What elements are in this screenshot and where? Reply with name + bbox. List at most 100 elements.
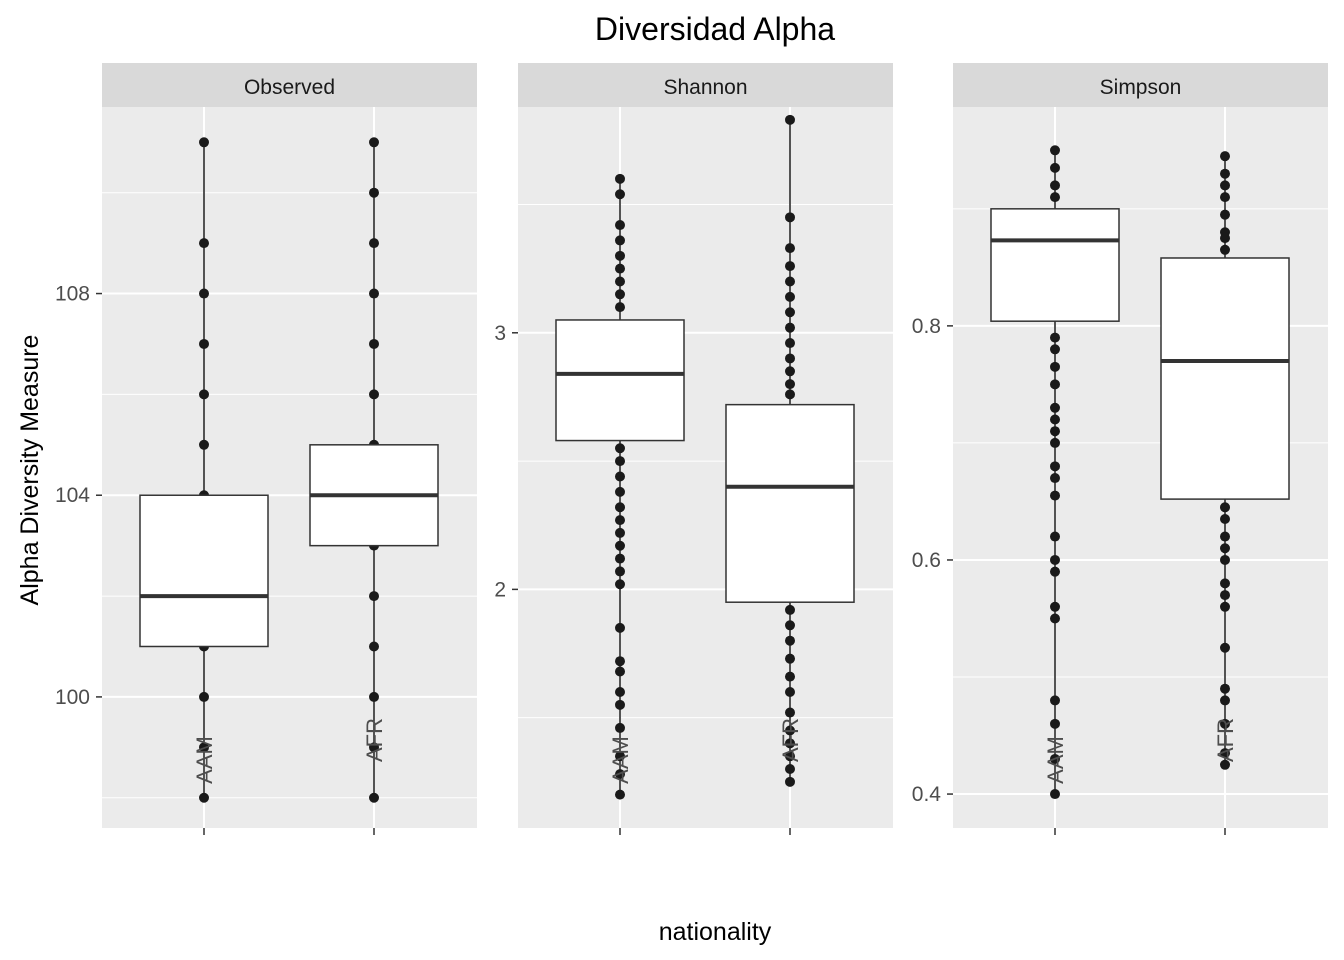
data-point xyxy=(785,307,795,318)
data-point xyxy=(615,527,625,538)
data-point xyxy=(1220,502,1230,513)
boxplot-afr xyxy=(1160,151,1290,770)
data-point xyxy=(369,742,379,753)
y-tick-label: 0.6 xyxy=(912,549,941,572)
data-point xyxy=(1220,543,1230,554)
data-point xyxy=(369,792,379,803)
data-point xyxy=(785,353,795,364)
data-point xyxy=(785,687,795,698)
data-point xyxy=(615,189,625,200)
data-point xyxy=(1050,344,1060,355)
data-point xyxy=(1220,578,1230,589)
data-point xyxy=(1050,426,1060,437)
y-tick-label: 100 xyxy=(55,686,90,709)
data-point xyxy=(785,389,795,400)
data-point xyxy=(1050,437,1060,448)
data-point xyxy=(615,471,625,482)
facet-panel-shannon: 2 3 Shannon AAM AFR xyxy=(494,63,893,835)
data-point xyxy=(615,579,625,590)
y-tick-label: 0.4 xyxy=(912,783,942,806)
boxplot-aam xyxy=(990,145,1120,800)
data-point xyxy=(785,763,795,774)
data-point xyxy=(1050,789,1060,800)
facet-panel-simpson: 0.4 0.6 0.8 Simpson AAM AFR xyxy=(912,63,1328,835)
data-point xyxy=(785,776,795,787)
data-point xyxy=(1050,613,1060,624)
x-category-label: AFR xyxy=(778,718,803,762)
data-point xyxy=(615,502,625,513)
data-point xyxy=(1050,162,1060,173)
data-point xyxy=(1220,531,1230,542)
boxplot-aam xyxy=(139,137,269,803)
box-iqr xyxy=(725,403,855,603)
data-point xyxy=(369,691,379,702)
data-point xyxy=(369,288,379,299)
data-point xyxy=(615,250,625,261)
data-point xyxy=(1220,209,1230,220)
data-point xyxy=(615,456,625,467)
y-tick-label: 0.8 xyxy=(912,315,941,338)
data-point xyxy=(785,261,795,272)
data-point xyxy=(615,622,625,633)
data-point xyxy=(1220,244,1230,255)
data-point xyxy=(615,263,625,274)
data-point xyxy=(785,338,795,349)
data-point xyxy=(199,137,209,148)
data-point xyxy=(1050,192,1060,203)
chart-title: Diversidad Alpha xyxy=(595,11,835,47)
box-iqr xyxy=(1160,257,1290,500)
data-point xyxy=(615,699,625,710)
data-point xyxy=(1220,554,1230,565)
data-point xyxy=(785,635,795,646)
data-point xyxy=(1220,180,1230,191)
data-point xyxy=(1050,473,1060,484)
x-category-label: AFR xyxy=(362,718,387,762)
facet-strip xyxy=(518,63,893,107)
x-axis-title: nationality xyxy=(659,918,772,946)
data-point xyxy=(1050,332,1060,343)
data-point xyxy=(615,656,625,667)
data-point xyxy=(1220,227,1230,238)
data-point xyxy=(1220,590,1230,601)
x-category-label: AAM xyxy=(192,736,217,784)
data-point xyxy=(785,620,795,631)
data-point xyxy=(1220,718,1230,729)
data-point xyxy=(615,443,625,454)
data-point xyxy=(785,291,795,302)
data-point xyxy=(199,742,209,753)
data-point xyxy=(369,238,379,249)
data-point xyxy=(615,666,625,677)
data-point xyxy=(369,338,379,349)
data-point xyxy=(785,604,795,615)
data-point xyxy=(1050,379,1060,390)
data-point xyxy=(615,751,625,762)
data-point xyxy=(615,769,625,780)
data-point xyxy=(369,591,379,602)
data-point xyxy=(1220,151,1230,162)
data-point xyxy=(615,235,625,246)
data-point xyxy=(1220,759,1230,770)
data-point xyxy=(615,687,625,698)
data-point xyxy=(1050,402,1060,413)
data-point xyxy=(615,515,625,526)
y-tick-label: 2 xyxy=(494,578,506,601)
data-point xyxy=(1220,695,1230,706)
facet-strip xyxy=(102,63,477,107)
data-point xyxy=(369,137,379,148)
data-point xyxy=(199,792,209,803)
x-category-label: AFR xyxy=(1213,718,1238,762)
data-point xyxy=(1050,180,1060,191)
data-point xyxy=(785,725,795,736)
data-point xyxy=(1050,531,1060,542)
x-category-label: AAM xyxy=(608,736,633,784)
data-point xyxy=(1050,414,1060,425)
data-point xyxy=(1050,554,1060,565)
data-point xyxy=(785,738,795,749)
data-point xyxy=(369,389,379,400)
data-point xyxy=(615,540,625,551)
box-iqr xyxy=(555,319,685,442)
data-point xyxy=(615,173,625,184)
data-point xyxy=(785,751,795,762)
data-point xyxy=(369,187,379,198)
